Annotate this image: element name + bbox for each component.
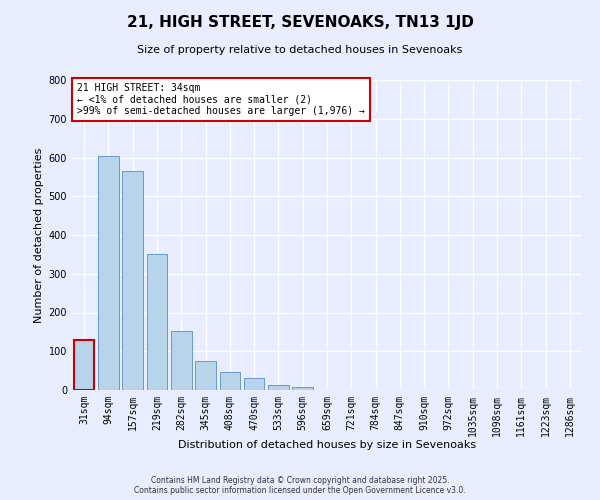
- Bar: [220, 372, 240, 390]
- Bar: [292, 387, 313, 390]
- X-axis label: Distribution of detached houses by size in Sevenoaks: Distribution of detached houses by size …: [178, 440, 476, 450]
- Bar: [74, 340, 94, 390]
- Text: Contains HM Land Registry data © Crown copyright and database right 2025.
Contai: Contains HM Land Registry data © Crown c…: [134, 476, 466, 495]
- Text: Size of property relative to detached houses in Sevenoaks: Size of property relative to detached ho…: [137, 45, 463, 55]
- Text: 21, HIGH STREET, SEVENOAKS, TN13 1JD: 21, HIGH STREET, SEVENOAKS, TN13 1JD: [127, 15, 473, 30]
- Text: 21 HIGH STREET: 34sqm
← <1% of detached houses are smaller (2)
>99% of semi-deta: 21 HIGH STREET: 34sqm ← <1% of detached …: [77, 83, 365, 116]
- Bar: [122, 171, 143, 390]
- Y-axis label: Number of detached properties: Number of detached properties: [34, 148, 44, 322]
- Bar: [244, 378, 265, 390]
- Bar: [146, 254, 167, 390]
- Bar: [98, 156, 119, 390]
- Bar: [195, 361, 216, 390]
- Bar: [171, 331, 191, 390]
- Bar: [268, 386, 289, 390]
